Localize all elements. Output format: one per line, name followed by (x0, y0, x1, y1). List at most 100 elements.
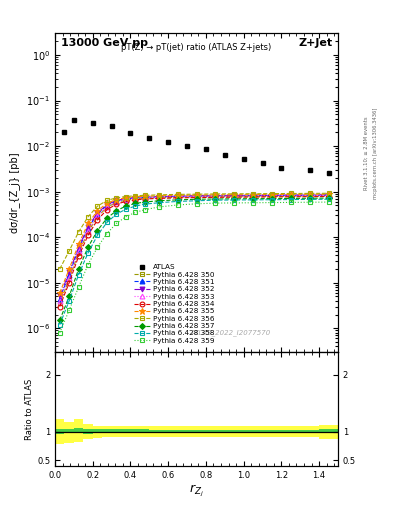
ATLAS (279, 165, 284, 171)
Pythia 6.428 359 (57, 330, 62, 336)
Pythia 6.428 354 (270, 194, 274, 200)
Pythia 6.428 357 (251, 196, 255, 202)
Pythia 6.428 353 (194, 194, 199, 200)
Pythia 6.428 352 (288, 192, 293, 198)
Pythia 6.428 356 (175, 191, 180, 198)
Pythia 6.428 358 (95, 232, 100, 239)
Pythia 6.428 354 (307, 194, 312, 200)
Pythia 6.428 351 (307, 192, 312, 198)
Pythia 6.428 353 (213, 193, 218, 199)
Pythia 6.428 357 (175, 197, 180, 203)
Pythia 6.428 357 (133, 200, 138, 206)
Pythia 6.428 351 (86, 225, 90, 231)
Pythia 6.428 351 (156, 194, 161, 200)
Line: Pythia 6.428 353: Pythia 6.428 353 (57, 193, 331, 303)
Pythia 6.428 355 (326, 191, 331, 197)
Pythia 6.428 357 (57, 317, 62, 323)
Pythia 6.428 356 (114, 195, 119, 201)
Pythia 6.428 357 (213, 196, 218, 202)
Pythia 6.428 353 (270, 193, 274, 199)
Pythia 6.428 358 (194, 198, 199, 204)
Pythia 6.428 356 (326, 190, 331, 197)
Line: Pythia 6.428 359: Pythia 6.428 359 (57, 200, 331, 335)
Pythia 6.428 357 (142, 199, 147, 205)
Pythia 6.428 357 (95, 227, 100, 233)
Pythia 6.428 358 (175, 198, 180, 204)
Y-axis label: dσ/dr_{Z_j} [pb]: dσ/dr_{Z_j} [pb] (9, 153, 20, 233)
ATLAS (166, 139, 171, 145)
ATLAS (326, 169, 331, 176)
Pythia 6.428 359 (288, 199, 293, 205)
Pythia 6.428 354 (57, 304, 62, 310)
Pythia 6.428 353 (288, 193, 293, 199)
Pythia 6.428 352 (114, 198, 119, 204)
Pythia 6.428 354 (123, 198, 128, 204)
Line: Pythia 6.428 354: Pythia 6.428 354 (57, 194, 331, 309)
Pythia 6.428 351 (105, 202, 109, 208)
Pythia 6.428 350 (86, 229, 90, 235)
Pythia 6.428 356 (307, 190, 312, 197)
Pythia 6.428 353 (142, 195, 147, 201)
Pythia 6.428 354 (232, 194, 237, 200)
Pythia 6.428 354 (105, 207, 109, 213)
Pythia 6.428 353 (105, 203, 109, 209)
Pythia 6.428 359 (156, 204, 161, 210)
Pythia 6.428 351 (326, 192, 331, 198)
Pythia 6.428 355 (213, 192, 218, 198)
Pythia 6.428 356 (213, 191, 218, 197)
Pythia 6.428 358 (270, 197, 274, 203)
Pythia 6.428 358 (251, 197, 255, 203)
Pythia 6.428 357 (326, 195, 331, 201)
ATLAS (90, 120, 95, 126)
Pythia 6.428 358 (76, 272, 81, 278)
Pythia 6.428 353 (57, 298, 62, 304)
Pythia 6.428 352 (133, 195, 138, 201)
Pythia 6.428 355 (175, 192, 180, 198)
Pythia 6.428 352 (194, 193, 199, 199)
Pythia 6.428 352 (232, 193, 237, 199)
ATLAS (72, 117, 76, 123)
Pythia 6.428 352 (326, 192, 331, 198)
Pythia 6.428 357 (86, 244, 90, 250)
Pythia 6.428 354 (86, 232, 90, 239)
Pythia 6.428 350 (133, 196, 138, 202)
Pythia 6.428 351 (288, 192, 293, 198)
Pythia 6.428 351 (123, 196, 128, 202)
Pythia 6.428 350 (114, 199, 119, 205)
ATLAS (185, 143, 189, 149)
ATLAS (128, 131, 133, 137)
Pythia 6.428 355 (114, 197, 119, 203)
Pythia 6.428 356 (105, 198, 109, 204)
Pythia 6.428 359 (67, 307, 72, 313)
Pythia 6.428 355 (57, 290, 62, 296)
ATLAS (222, 152, 227, 158)
Line: Pythia 6.428 352: Pythia 6.428 352 (57, 193, 331, 299)
Pythia 6.428 353 (123, 197, 128, 203)
Pythia 6.428 351 (251, 193, 255, 199)
Pythia 6.428 356 (123, 194, 128, 200)
Pythia 6.428 355 (142, 193, 147, 199)
ATLAS (204, 146, 208, 153)
Pythia 6.428 352 (105, 202, 109, 208)
Pythia 6.428 359 (86, 262, 90, 268)
Pythia 6.428 355 (288, 191, 293, 198)
Pythia 6.428 358 (288, 197, 293, 203)
Pythia 6.428 352 (251, 192, 255, 198)
Pythia 6.428 355 (86, 220, 90, 226)
Pythia 6.428 357 (123, 203, 128, 209)
Pythia 6.428 350 (142, 196, 147, 202)
ATLAS (260, 160, 265, 166)
Pythia 6.428 356 (57, 266, 62, 272)
Pythia 6.428 359 (326, 199, 331, 205)
Pythia 6.428 355 (123, 195, 128, 201)
Text: pT(Z) → pT(jet) ratio (ATLAS Z+jets): pT(Z) → pT(jet) ratio (ATLAS Z+jets) (121, 43, 272, 52)
Pythia 6.428 358 (105, 220, 109, 226)
Pythia 6.428 358 (67, 298, 72, 304)
Pythia 6.428 359 (142, 207, 147, 213)
Pythia 6.428 356 (76, 229, 81, 235)
Pythia 6.428 353 (175, 194, 180, 200)
Pythia 6.428 355 (95, 208, 100, 214)
Pythia 6.428 354 (326, 194, 331, 200)
Pythia 6.428 350 (105, 204, 109, 210)
Pythia 6.428 352 (270, 192, 274, 198)
